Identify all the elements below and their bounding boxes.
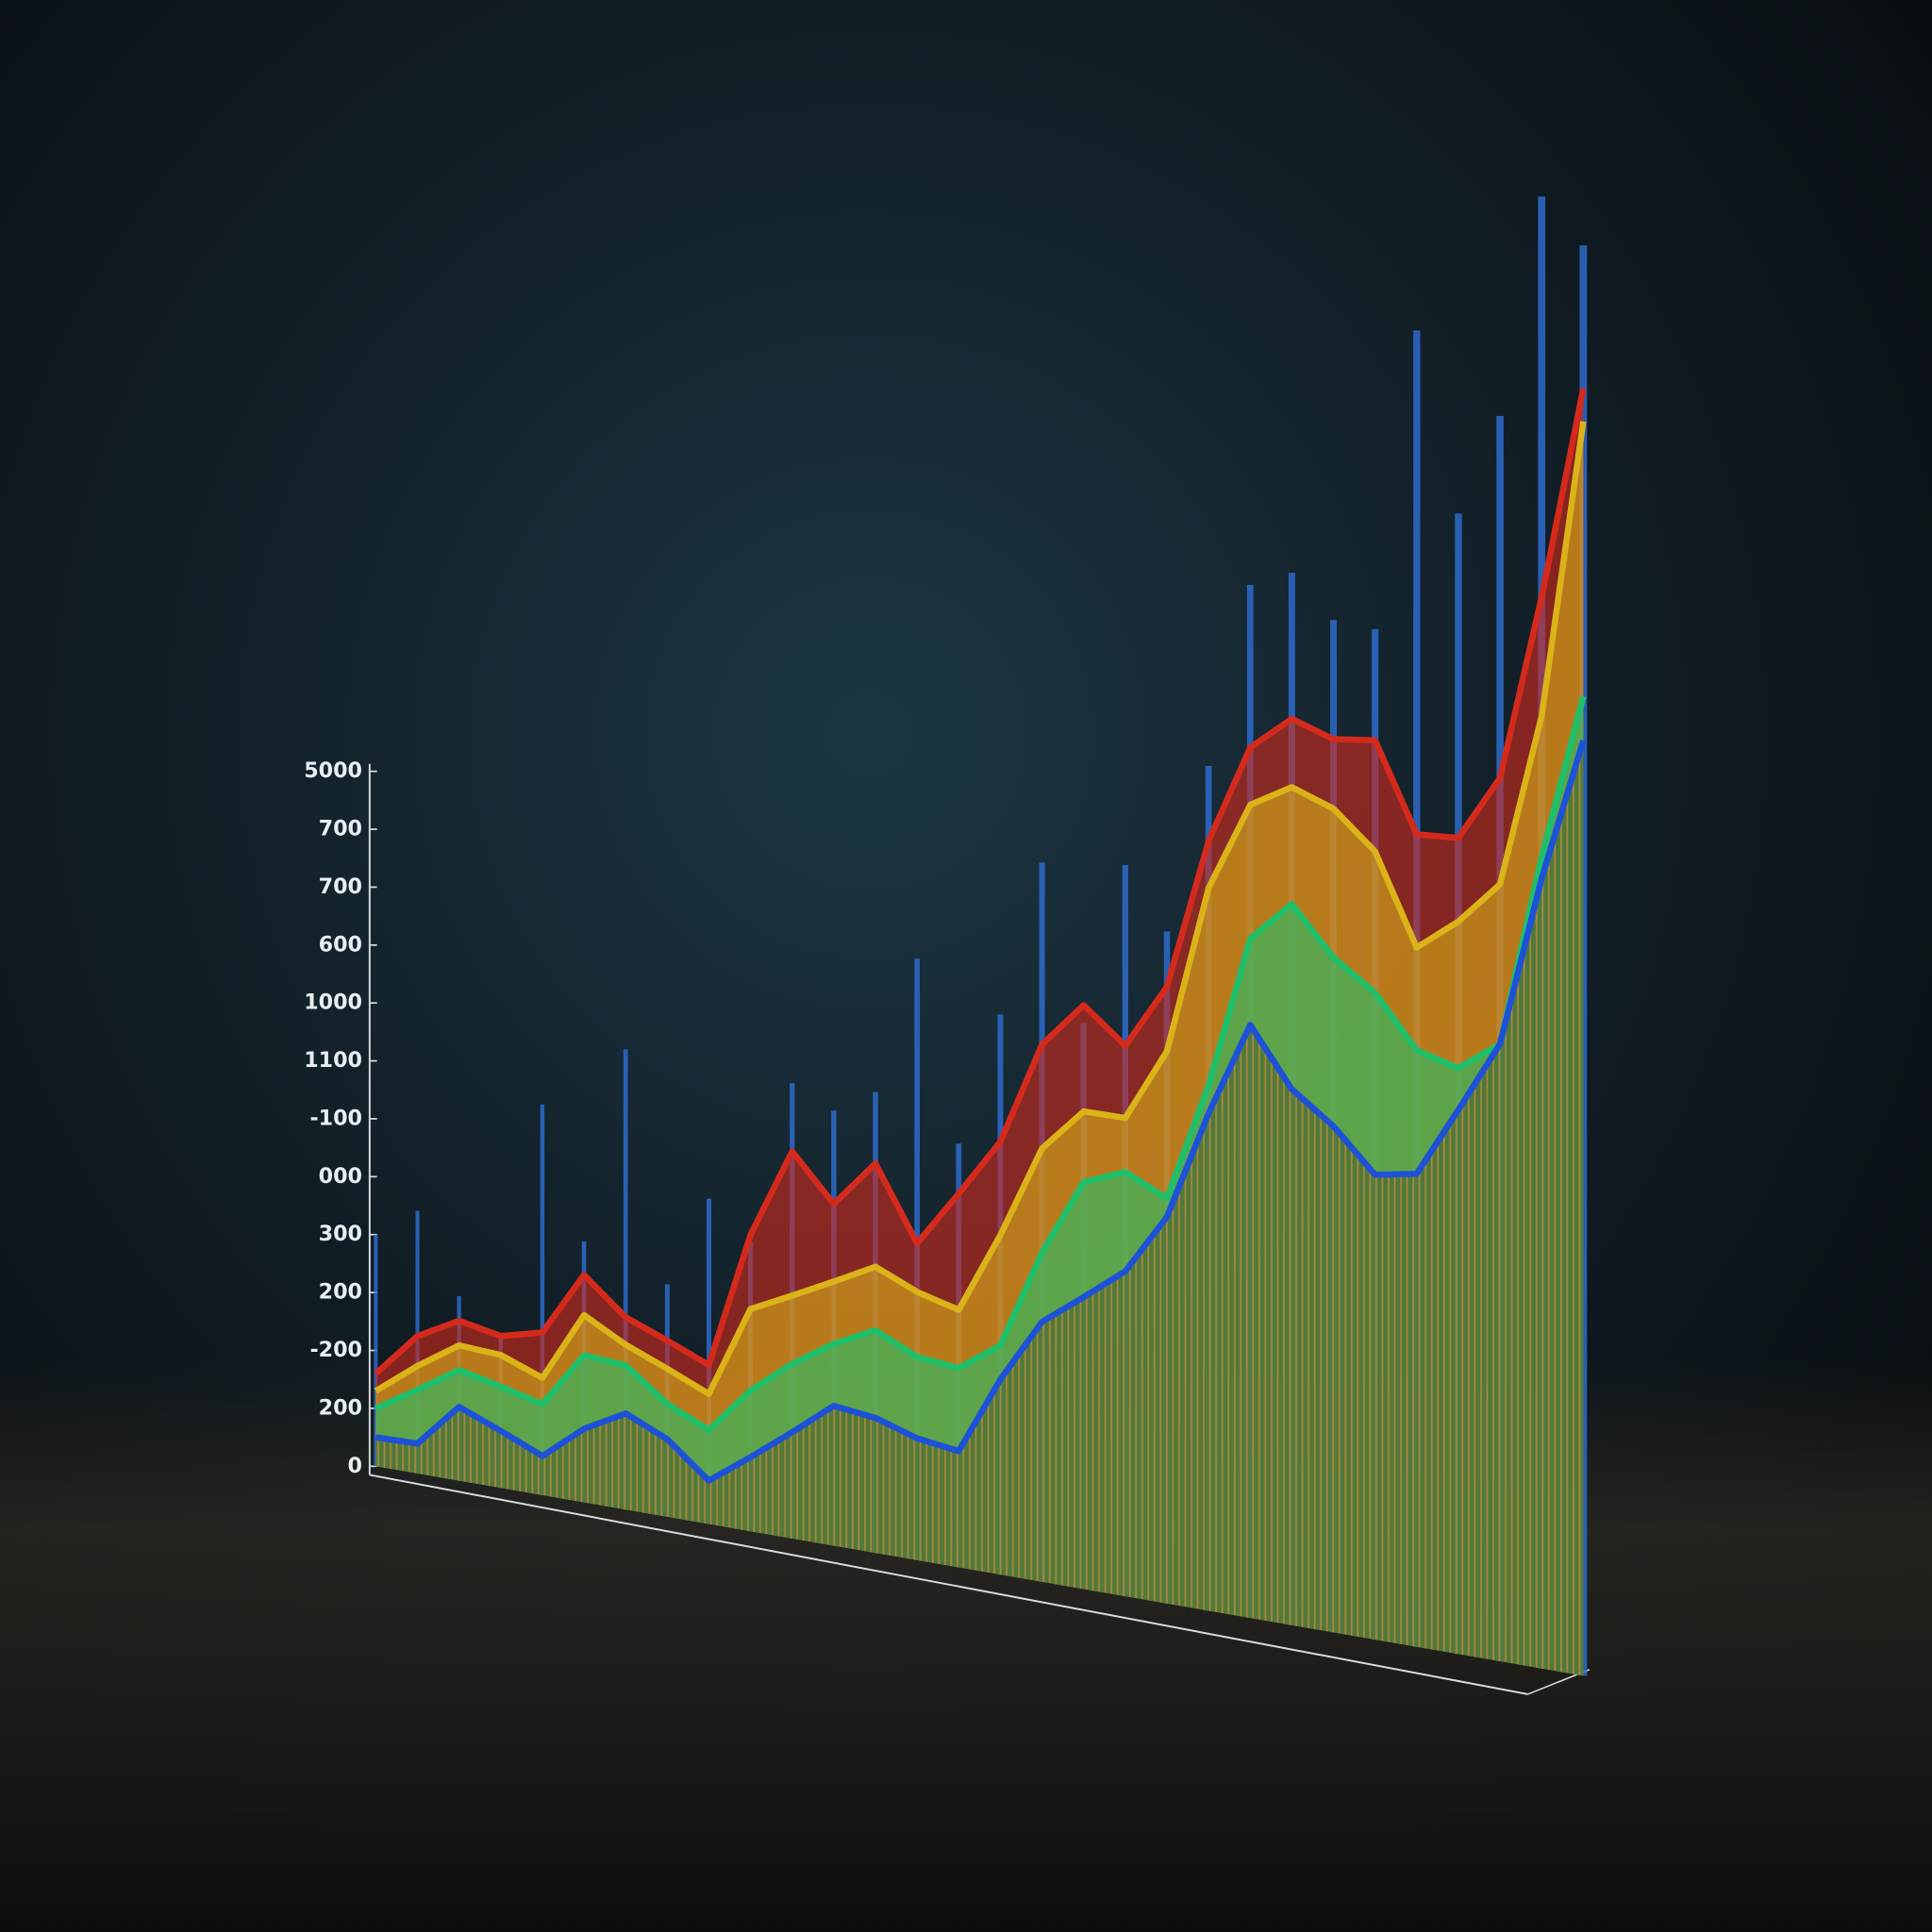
x-axis bbox=[369, 1474, 1528, 1695]
y-tick-label: 200 bbox=[319, 1395, 362, 1420]
bar bbox=[623, 1049, 628, 1510]
bar bbox=[374, 1234, 378, 1467]
y-tick-label: 700 bbox=[319, 874, 362, 899]
line bbox=[374, 421, 1587, 1397]
y-tick-label: 1100 bbox=[304, 1048, 362, 1073]
y-tick-label: -200 bbox=[309, 1338, 362, 1362]
bar bbox=[1579, 245, 1588, 1676]
y-tick-label: 1000 bbox=[304, 991, 362, 1015]
line bbox=[375, 695, 1587, 1434]
y-tick-label: 200 bbox=[319, 1280, 362, 1305]
y-tick-label: 700 bbox=[319, 817, 362, 841]
line bbox=[374, 388, 1587, 1376]
y-tick-label: 300 bbox=[319, 1222, 362, 1246]
y-tick-label: -100 bbox=[309, 1106, 362, 1130]
line bbox=[375, 740, 1587, 1484]
y-tick-label: 0 bbox=[348, 1454, 362, 1478]
y-tick-label: 000 bbox=[319, 1164, 362, 1189]
y-tick-label: 600 bbox=[319, 932, 362, 957]
bar bbox=[540, 1104, 545, 1495]
plot: 0 200 -200 200 300 000 -100 1100 1000 600 700 700 50… bbox=[304, 196, 1591, 1695]
area-fill bbox=[375, 740, 1584, 1676]
y-tick-label: 5000 bbox=[304, 758, 362, 783]
